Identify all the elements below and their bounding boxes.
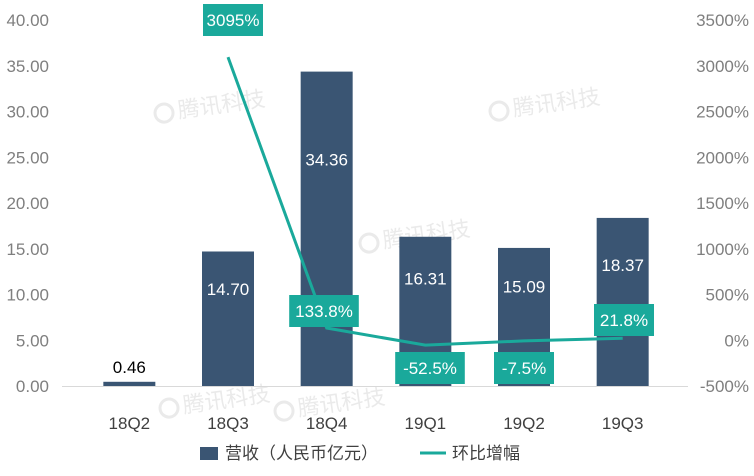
- watermark-logo-icon: [488, 100, 510, 122]
- left-tick-label: 35.00: [6, 57, 49, 76]
- line-label-18Q4: 133.8%: [289, 295, 359, 327]
- x-tick-label: 18Q4: [306, 414, 348, 433]
- line-label-box: [494, 352, 554, 384]
- right-tick-label: 2500%: [696, 103, 749, 122]
- bar-data-labels: 0.46 14.70 34.36 16.31 15.09 18.37: [113, 151, 644, 377]
- x-axis-ticks: 18Q2 18Q3 18Q4 19Q1 19Q2 19Q3: [109, 414, 644, 433]
- line-label-box: [289, 295, 359, 327]
- watermark-1: 腾讯科技: [488, 85, 602, 122]
- line-data-label: -52.5%: [403, 359, 457, 378]
- watermark-logo-icon: [358, 232, 380, 254]
- right-tick-label: 0%: [724, 331, 749, 350]
- left-y-axis: 0.00 5.00 10.00 15.00 20.00 25.00 30.00 35.00 40…: [6, 11, 49, 396]
- watermark-logo-icon: [158, 397, 180, 419]
- bar-data-label: 15.09: [503, 278, 546, 297]
- bar-18Q2: [103, 381, 156, 386]
- line-data-label: 3095%: [207, 11, 260, 30]
- left-tick-label: 40.00: [6, 11, 49, 30]
- legend-bar-label: 营收（人民币亿元）: [225, 444, 378, 464]
- bar-data-label: 16.31: [404, 270, 447, 289]
- line-data-label: 133.8%: [295, 302, 353, 321]
- bar-18Q3: [202, 251, 254, 386]
- right-y-axis: -500% 0% 500% 1000% 1500% 2000% 2500% 3000% 3500…: [696, 11, 749, 396]
- left-tick-label: 0.00: [16, 377, 49, 396]
- left-tick-label: 15.00: [6, 240, 49, 259]
- legend: 营收（人民币亿元） 环比增幅: [200, 444, 520, 464]
- bar-data-label: 18.37: [601, 256, 644, 275]
- bar-18Q4: [300, 71, 353, 386]
- right-tick-label: 3000%: [696, 57, 749, 76]
- line-label-box: [203, 4, 263, 36]
- legend-line-label: 环比增幅: [452, 444, 520, 464]
- line-label-box: [395, 352, 465, 384]
- watermark-logo-icon: [153, 102, 175, 124]
- line-label-box: [594, 304, 654, 336]
- legend-bar-swatch: [200, 447, 218, 460]
- right-tick-label: 1000%: [696, 240, 749, 259]
- watermark-text: 腾讯科技: [176, 87, 267, 124]
- bar-19Q3: [596, 217, 649, 386]
- bar-series: [103, 71, 649, 386]
- line-data-labels: 3095% 133.8% -52.5% -7.5% 21.8%: [203, 4, 654, 384]
- left-tick-label: 30.00: [6, 103, 49, 122]
- x-tick-label: 19Q3: [602, 414, 644, 433]
- right-tick-label: -500%: [700, 377, 749, 396]
- growth-line: [226, 56, 623, 347]
- line-label-19Q2: -7.5%: [494, 352, 554, 384]
- line-label-19Q3: 21.8%: [594, 304, 654, 336]
- bar-data-label: 0.46: [113, 358, 146, 377]
- bar-data-label: 14.70: [207, 280, 250, 299]
- right-tick-label: 1500%: [696, 194, 749, 213]
- right-tick-label: 500%: [706, 286, 749, 305]
- line-label-18Q3: 3095%: [203, 4, 263, 36]
- bar-data-label: 34.36: [305, 151, 348, 170]
- x-tick-label: 18Q3: [207, 414, 249, 433]
- left-tick-label: 25.00: [6, 148, 49, 167]
- right-tick-label: 3500%: [696, 11, 749, 30]
- left-tick-label: 5.00: [16, 331, 49, 350]
- x-tick-label: 19Q1: [405, 414, 447, 433]
- watermark-logo-icon: [273, 400, 295, 422]
- watermark-text: 腾讯科技: [511, 85, 602, 122]
- x-tick-label: 19Q2: [503, 414, 545, 433]
- x-tick-label: 18Q2: [109, 414, 151, 433]
- line-data-label: 21.8%: [600, 311, 648, 330]
- line-label-19Q1: -52.5%: [395, 352, 465, 384]
- line-data-label: -7.5%: [502, 359, 546, 378]
- left-tick-label: 10.00: [6, 286, 49, 305]
- right-tick-label: 2000%: [696, 148, 749, 167]
- left-tick-label: 20.00: [6, 194, 49, 213]
